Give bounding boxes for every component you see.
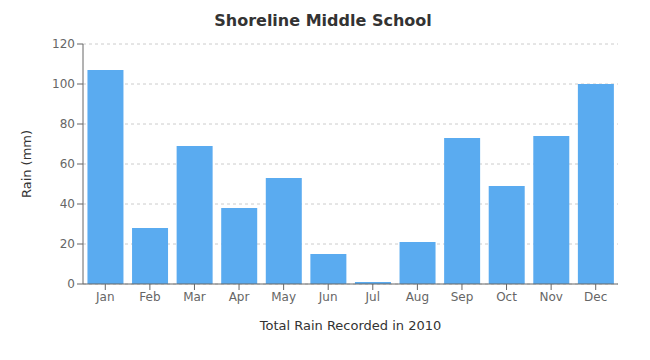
html-text:Shoreline Middle School: Shoreline Middle School xyxy=(214,11,432,30)
svg-text:60: 60 xyxy=(60,157,75,171)
svg-text:Total Rain Recorded in 2010: Total Rain Recorded in 2010 xyxy=(259,318,442,333)
svg-text:80: 80 xyxy=(60,117,75,131)
svg-text:Jul: Jul xyxy=(365,290,380,304)
svg-text:Jan: Jan xyxy=(95,290,115,304)
svg-text:Sep: Sep xyxy=(451,290,474,304)
svg-text:0: 0 xyxy=(67,277,75,291)
svg-text:Dec: Dec xyxy=(584,290,607,304)
svg-text:120: 120 xyxy=(52,37,75,51)
svg-text:Nov: Nov xyxy=(539,290,562,304)
svg-text:Aug: Aug xyxy=(406,290,429,304)
svg-text:40: 40 xyxy=(60,197,75,211)
svg-text:Rain (mm): Rain (mm) xyxy=(19,130,34,198)
svg-text:100: 100 xyxy=(52,77,75,91)
svg-text:Oct: Oct xyxy=(496,290,517,304)
svg-text:Mar: Mar xyxy=(183,290,206,304)
svg-text:Apr: Apr xyxy=(229,290,250,304)
svg-text:Jun: Jun xyxy=(318,290,338,304)
svg-text:Feb: Feb xyxy=(139,290,160,304)
svg-text:20: 20 xyxy=(60,237,75,251)
svg-text:May: May xyxy=(271,290,296,304)
